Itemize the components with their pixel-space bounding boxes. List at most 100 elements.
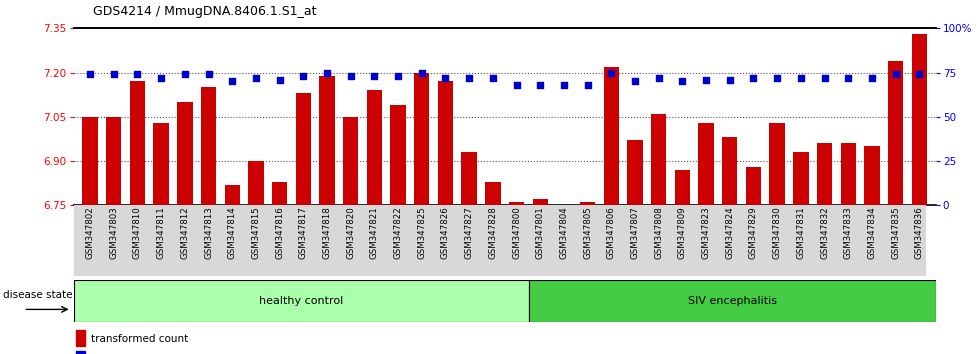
Text: GSM347827: GSM347827 [465, 207, 473, 259]
Text: GSM347824: GSM347824 [725, 207, 734, 259]
Text: GSM347818: GSM347818 [322, 207, 331, 259]
Text: GSM347800: GSM347800 [512, 207, 521, 259]
Text: GSM347821: GSM347821 [369, 207, 379, 259]
Bar [201, 87, 217, 205]
Point [769, 75, 785, 81]
Text: GSM347809: GSM347809 [678, 207, 687, 259]
Text: GSM347812: GSM347812 [180, 207, 189, 259]
Bar [769, 123, 785, 205]
Bar [319, 75, 335, 205]
Point [556, 82, 571, 88]
Bar [154, 123, 169, 205]
Text: GSM347828: GSM347828 [488, 207, 498, 259]
Bar [224, 185, 240, 205]
Text: GSM347829: GSM347829 [749, 207, 758, 259]
Point [722, 77, 738, 82]
Point [82, 72, 98, 77]
Bar [746, 167, 761, 205]
Point [793, 75, 808, 81]
Bar [888, 61, 904, 205]
Point [698, 77, 713, 82]
Text: GSM347808: GSM347808 [655, 207, 663, 259]
Bar [651, 114, 666, 205]
Text: GDS4214 / MmugDNA.8406.1.S1_at: GDS4214 / MmugDNA.8406.1.S1_at [93, 5, 317, 18]
Point [201, 72, 217, 77]
Bar [674, 170, 690, 205]
Text: GSM347835: GSM347835 [891, 207, 900, 259]
Text: transformed count: transformed count [90, 333, 188, 344]
Text: GSM347806: GSM347806 [607, 207, 615, 259]
Point [367, 73, 382, 79]
Point [816, 75, 832, 81]
Text: GSM347813: GSM347813 [204, 207, 213, 259]
Point [224, 79, 240, 84]
Bar [390, 105, 406, 205]
Point [888, 72, 904, 77]
Point [462, 75, 477, 81]
Point [674, 79, 690, 84]
Bar [76, 330, 84, 346]
Text: GSM347803: GSM347803 [110, 207, 119, 259]
Text: GSM347815: GSM347815 [252, 207, 261, 259]
Bar [699, 123, 713, 205]
Bar [367, 90, 382, 205]
Text: GSM347825: GSM347825 [417, 207, 426, 259]
Bar [74, 280, 528, 322]
Bar [911, 34, 927, 205]
Text: GSM347805: GSM347805 [583, 207, 592, 259]
Point [129, 72, 145, 77]
Point [343, 73, 359, 79]
Text: GSM347831: GSM347831 [797, 207, 806, 259]
Bar [864, 146, 880, 205]
Point [532, 82, 548, 88]
Text: GSM347833: GSM347833 [844, 207, 853, 259]
Bar [627, 141, 643, 205]
Bar [248, 161, 264, 205]
Bar [76, 351, 84, 354]
Text: healthy control: healthy control [259, 296, 343, 306]
Point [864, 75, 880, 81]
Bar [106, 117, 122, 205]
Bar [415, 73, 429, 205]
Bar [462, 152, 477, 205]
Point [627, 79, 643, 84]
Text: SIV encephalitis: SIV encephalitis [688, 296, 777, 306]
Point [106, 72, 122, 77]
Text: GSM347832: GSM347832 [820, 207, 829, 259]
Point [911, 72, 927, 77]
Bar [509, 202, 524, 205]
Text: GSM347801: GSM347801 [536, 207, 545, 259]
Bar [604, 67, 619, 205]
Point [651, 75, 666, 81]
Text: GSM347811: GSM347811 [157, 207, 166, 259]
Bar [82, 117, 98, 205]
Bar [271, 182, 287, 205]
Bar [177, 102, 192, 205]
Bar [532, 199, 548, 205]
Bar [129, 81, 145, 205]
Bar [841, 143, 856, 205]
Text: GSM347826: GSM347826 [441, 207, 450, 259]
Point [414, 70, 429, 75]
Bar [438, 81, 453, 205]
Text: GSM347802: GSM347802 [85, 207, 95, 259]
Point [177, 72, 193, 77]
Point [746, 75, 761, 81]
Point [604, 70, 619, 75]
Bar [296, 93, 311, 205]
Bar [793, 152, 808, 205]
Bar [817, 143, 832, 205]
Bar [580, 202, 595, 205]
Text: GSM347810: GSM347810 [133, 207, 142, 259]
Point [296, 73, 312, 79]
Text: GSM347834: GSM347834 [867, 207, 876, 259]
Point [390, 73, 406, 79]
Text: GSM347817: GSM347817 [299, 207, 308, 259]
Text: GSM347836: GSM347836 [914, 207, 924, 259]
Text: GSM347830: GSM347830 [772, 207, 782, 259]
Point [438, 75, 454, 81]
Bar [722, 137, 738, 205]
Point [580, 82, 596, 88]
Point [271, 77, 287, 82]
Point [841, 75, 857, 81]
